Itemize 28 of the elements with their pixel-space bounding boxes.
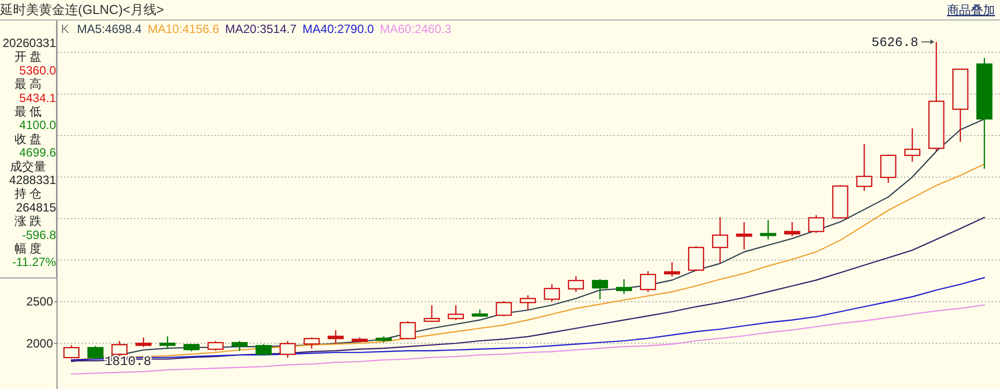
text: 成交量	[10, 159, 46, 174]
text: 5360.0	[19, 63, 56, 78]
text: MA40:2790.0	[302, 22, 374, 36]
text: 4699.6	[19, 146, 56, 160]
text: MA20:3514.7	[225, 22, 297, 36]
chart-title: 延时美黄金连(GLNC)<月线>	[0, 2, 164, 17]
text: 20260331	[2, 36, 56, 50]
annotation: 5626.8	[872, 34, 918, 50]
text: MA60:2460.3	[380, 22, 452, 36]
text: 4288331	[9, 173, 56, 187]
text: 最 高	[14, 77, 42, 92]
text: MA5:4698.4	[77, 22, 142, 36]
text: 涨 跌	[14, 214, 42, 228]
text: 5434.1	[19, 90, 56, 105]
text: -596.8	[22, 228, 56, 242]
y-tick-label: 2500	[26, 294, 54, 309]
y-tick-label: 2000	[26, 336, 54, 350]
text: 商品叠加	[947, 3, 995, 17]
text: MA10:4156.6	[148, 22, 220, 36]
text: 264815	[16, 200, 56, 214]
text: 4100.0	[19, 118, 56, 132]
text: 持 仓	[14, 186, 42, 201]
annotation: K	[61, 22, 70, 36]
text: 收 盘	[14, 132, 42, 146]
text: 幅 度	[14, 242, 42, 256]
text: 最 低	[14, 104, 42, 118]
text: 开 盘	[14, 50, 42, 64]
text: -11.27%	[12, 255, 56, 270]
